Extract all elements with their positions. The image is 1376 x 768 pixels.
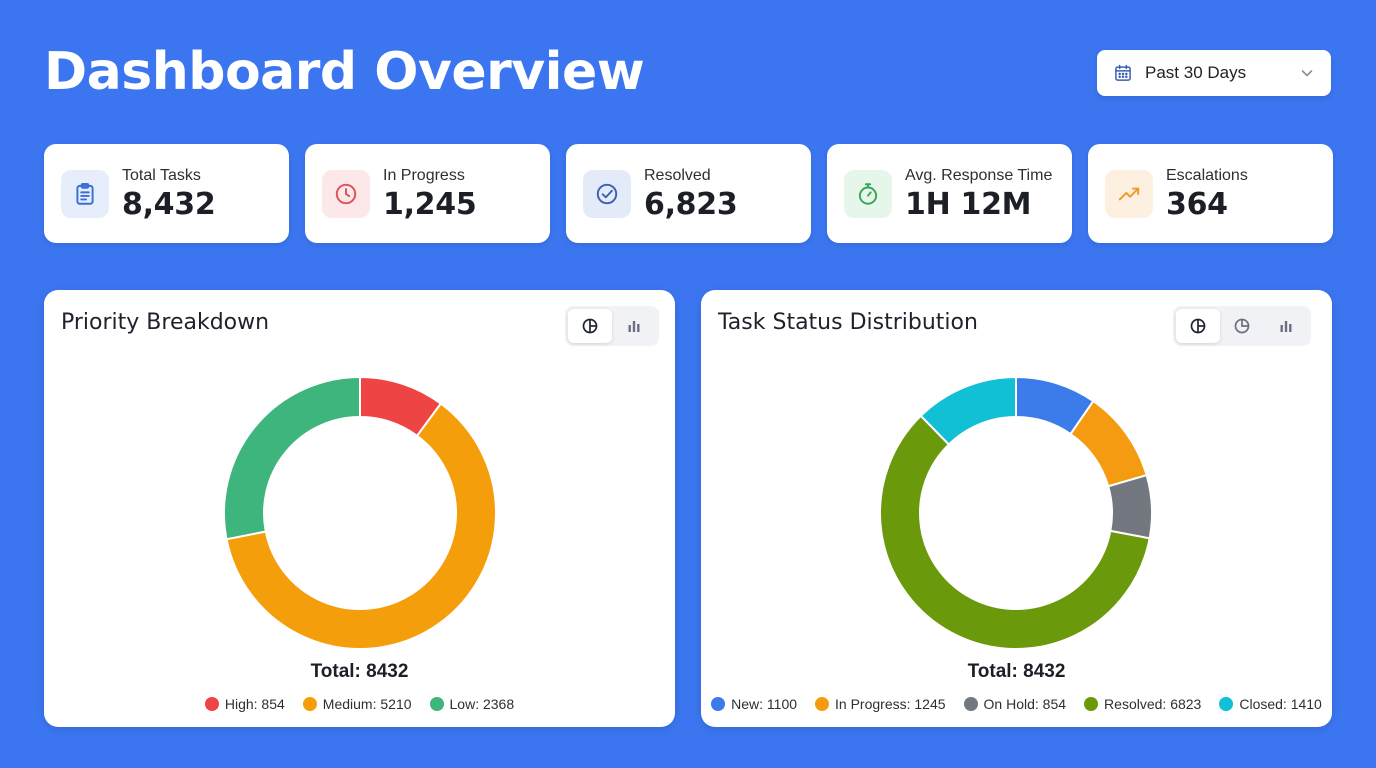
legend-item-low[interactable]: Low: 2368	[429, 696, 515, 712]
chevron-down-icon	[1301, 70, 1313, 77]
date-range-select[interactable]: Past 30 Days	[1097, 50, 1331, 96]
donut-slice-medium[interactable]	[225, 402, 497, 650]
legend-swatch	[1219, 697, 1234, 711]
total-label: Total: 8432	[310, 661, 409, 682]
legend-label: On Hold: 854	[983, 696, 1067, 712]
legend-swatch	[1084, 697, 1099, 711]
check-circle-icon	[583, 169, 631, 218]
stat-value: 1,245	[383, 187, 477, 222]
stat-label: Avg. Response Time	[905, 167, 1053, 184]
task-status-panel: Task Status Distribution Total: 8432 New…	[701, 290, 1332, 727]
legend-label: Low: 2368	[449, 696, 515, 712]
donut-chart-toggle[interactable]	[568, 309, 612, 343]
pie-chart-toggle[interactable]	[1220, 309, 1264, 343]
legend-swatch	[302, 697, 317, 711]
legend-label: In Progress: 1245	[835, 696, 946, 712]
legend-label: Closed: 1410	[1239, 696, 1322, 712]
bar-chart-icon	[1280, 321, 1292, 332]
donut-slice-resolved[interactable]	[879, 414, 1151, 650]
total-label: Total: 8432	[967, 661, 1066, 682]
donut-slice-closed[interactable]	[919, 375, 1017, 446]
stat-label: In Progress	[383, 167, 465, 184]
legend-item-closed[interactable]: Closed: 1410	[1219, 696, 1322, 712]
chart-type-toggle	[1173, 306, 1311, 346]
stat-label: Escalations	[1166, 167, 1248, 184]
trend-up-icon	[1105, 169, 1153, 218]
bar-chart-icon	[628, 321, 640, 332]
bar-chart-toggle[interactable]	[612, 309, 656, 343]
stat-value: 364	[1166, 187, 1228, 222]
donut-chart-toggle[interactable]	[1176, 309, 1220, 343]
stat-label: Resolved	[644, 167, 711, 184]
legend-swatch	[429, 697, 444, 711]
legend-item-medium[interactable]: Medium: 5210	[302, 696, 412, 712]
legend-label: New: 1100	[731, 696, 798, 712]
legend-item-high[interactable]: High: 854	[204, 696, 285, 712]
date-range-label: Past 30 Days	[1145, 63, 1247, 82]
page-title: Dashboard Overview	[44, 42, 645, 102]
panel-title: Task Status Distribution	[718, 310, 978, 335]
legend-label: High: 854	[224, 696, 285, 712]
stat-value: 6,823	[644, 187, 738, 222]
panel-title: Priority Breakdown	[61, 310, 270, 335]
clipboard-icon	[61, 169, 109, 218]
stat-card-in-progress: In Progress 1,245	[305, 144, 550, 243]
priority-breakdown-panel: Priority Breakdown Total: 8432 High: 854…	[44, 290, 675, 727]
legend-swatch	[815, 697, 830, 711]
legend-item-on-hold[interactable]: On Hold: 854	[963, 696, 1067, 712]
chart-type-toggle	[565, 306, 659, 346]
donut-chart-icon	[582, 318, 598, 334]
donut-slice-on-hold[interactable]	[1106, 473, 1153, 540]
legend-item-resolved[interactable]: Resolved: 6823	[1084, 696, 1201, 712]
stat-label: Total Tasks	[122, 167, 201, 184]
status-donut-chart	[879, 375, 1153, 650]
stat-card-escalations: Escalations 364	[1088, 144, 1333, 243]
legend-item-in-progress[interactable]: In Progress: 1245	[815, 696, 946, 712]
clock-icon	[322, 169, 370, 218]
stat-card-total-tasks: Total Tasks 8,432	[44, 144, 289, 243]
donut-slice-low[interactable]	[223, 375, 361, 541]
stopwatch-icon	[844, 169, 892, 218]
pie-chart-icon	[1234, 318, 1250, 334]
status-legend: New: 1100 In Progress: 1245 On Hold: 854 Re…	[701, 696, 1332, 712]
legend-swatch	[204, 697, 219, 711]
legend-label: Medium: 5210	[322, 696, 412, 712]
donut-chart-icon	[1190, 318, 1206, 334]
stat-card-avg-response: Avg. Response Time 1H 12M	[827, 144, 1072, 243]
priority-donut-chart	[223, 375, 497, 650]
legend-swatch	[963, 697, 978, 711]
legend-swatch	[711, 697, 726, 711]
calendar-icon	[1115, 64, 1131, 81]
legend-label: Resolved: 6823	[1104, 696, 1202, 712]
bar-chart-toggle[interactable]	[1264, 309, 1308, 343]
priority-legend: High: 854 Medium: 5210 Low: 2368	[44, 696, 675, 712]
legend-item-new[interactable]: New: 1100	[711, 696, 797, 712]
stat-card-resolved: Resolved 6,823	[566, 144, 811, 243]
stat-value: 1H 12M	[905, 187, 1032, 222]
stat-value: 8,432	[122, 187, 216, 222]
